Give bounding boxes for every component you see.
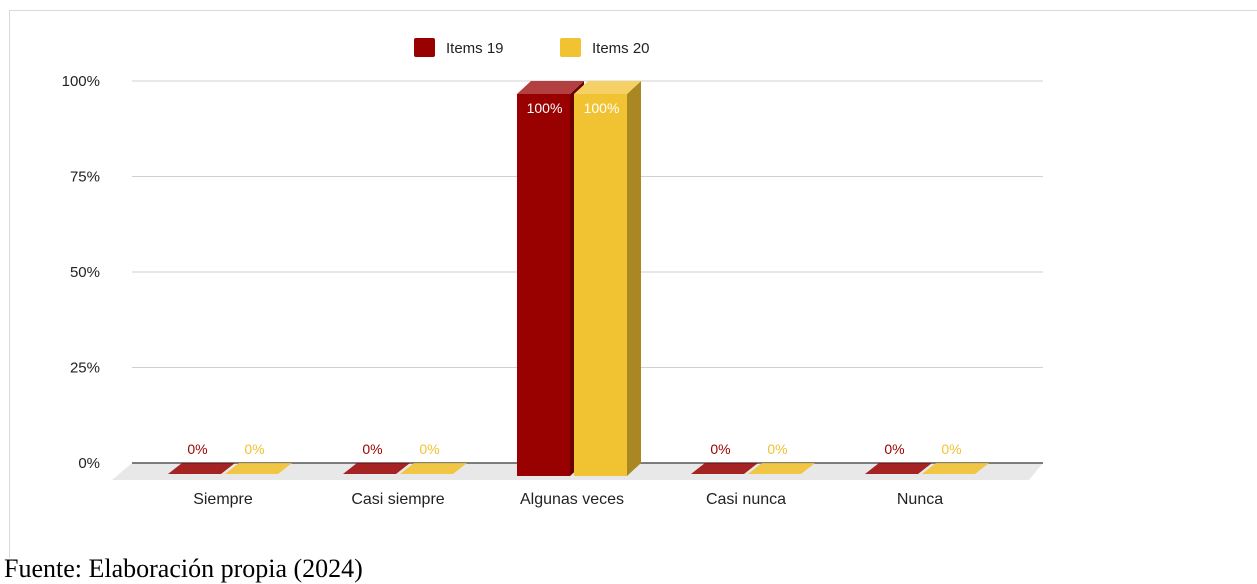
legend-label: Items 19	[446, 40, 504, 57]
y-tick-label: 100%	[62, 73, 100, 90]
x-tick-label: Algunas veces	[520, 491, 624, 508]
bar-zero	[865, 463, 932, 474]
bar-zero	[691, 463, 758, 474]
bar-zero	[225, 463, 292, 474]
source-note: Fuente: Elaboración propia (2024)	[4, 554, 363, 583]
bar-zero	[922, 463, 989, 474]
bar-top	[517, 81, 584, 94]
data-label: 0%	[187, 441, 207, 457]
data-label: 0%	[419, 441, 439, 457]
data-label: 0%	[710, 441, 730, 457]
y-tick-label: 50%	[70, 264, 100, 281]
data-label: 100%	[584, 100, 620, 116]
y-tick-label: 75%	[70, 169, 100, 186]
data-label: 0%	[767, 441, 787, 457]
x-tick-label: Nunca	[897, 491, 943, 508]
x-tick-label: Casi nunca	[706, 491, 786, 508]
y-tick-label: 0%	[78, 455, 100, 472]
bar-side	[627, 81, 641, 476]
legend-label: Items 20	[592, 40, 650, 57]
bar-zero	[748, 463, 815, 474]
data-label: 0%	[244, 441, 264, 457]
bar-top	[574, 81, 641, 94]
data-label: 0%	[941, 441, 961, 457]
y-tick-label: 25%	[70, 360, 100, 377]
bar-front	[574, 94, 627, 476]
legend-swatch	[560, 38, 581, 57]
bar-zero	[168, 463, 235, 474]
legend-swatch	[414, 38, 435, 57]
chart-frame	[9, 10, 1257, 558]
x-tick-label: Siempre	[193, 491, 253, 508]
bar-zero	[400, 463, 467, 474]
bar-front	[517, 94, 570, 476]
bar-zero	[343, 463, 410, 474]
x-tick-label: Casi siempre	[351, 491, 444, 508]
data-label: 100%	[527, 100, 563, 116]
data-label: 0%	[362, 441, 382, 457]
data-label: 0%	[884, 441, 904, 457]
